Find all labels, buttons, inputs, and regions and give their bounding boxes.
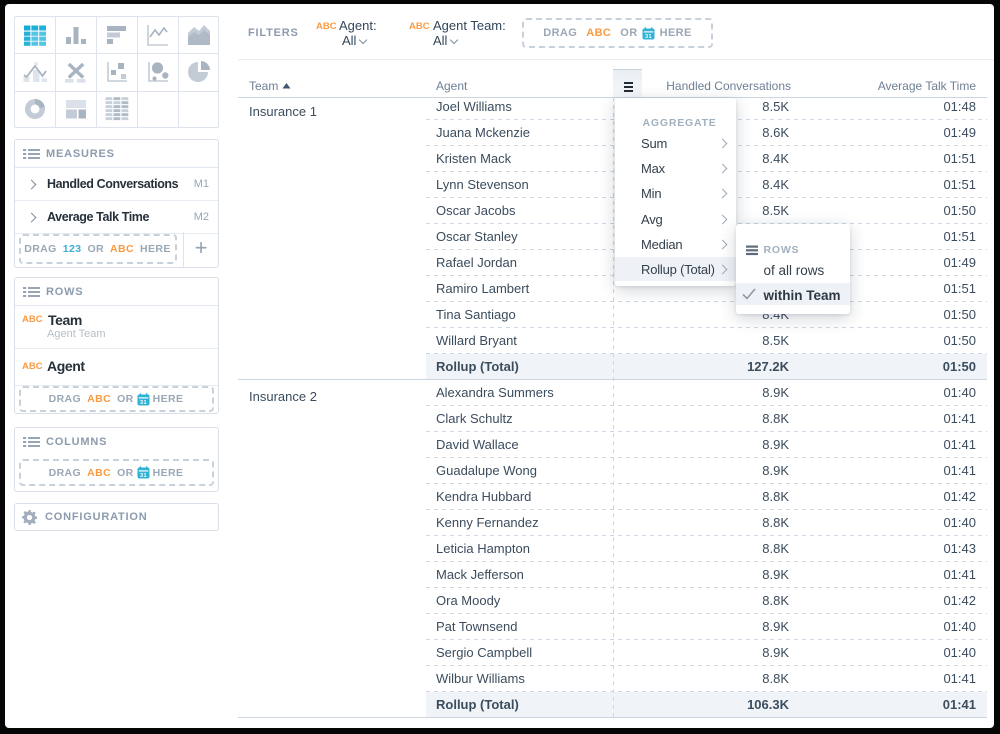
svg-text:31: 31 <box>140 473 147 479</box>
svg-text:31: 31 <box>140 399 147 405</box>
svg-text:31: 31 <box>645 33 652 39</box>
